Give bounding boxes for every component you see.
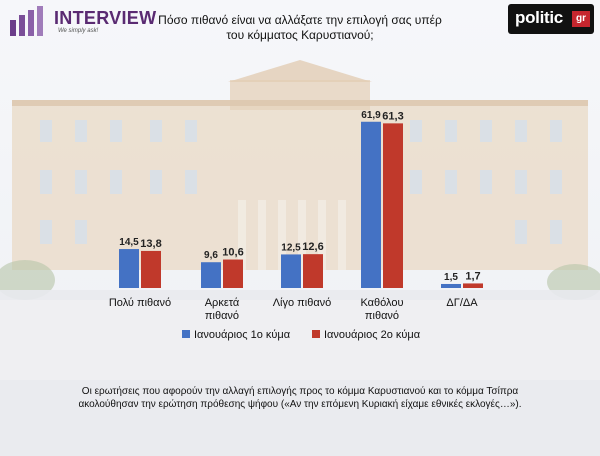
bar-s1-3 — [361, 121, 381, 288]
bar-s2-1 — [223, 259, 243, 288]
bar-s1-1 — [201, 262, 221, 288]
data-label-s1-3: 61,9 — [361, 110, 381, 121]
category-label-3-line2: πιθανό — [365, 310, 399, 322]
interview-tagline: We simply ask! — [58, 28, 99, 34]
politic-brand-name: politic — [515, 8, 563, 27]
data-label-s1-0: 14,5 — [119, 237, 139, 248]
bar-s2-0 — [141, 250, 161, 288]
category-label-0: Πολύ πιθανό — [109, 297, 171, 309]
chart-title: Πόσο πιθανό είναι να αλλάξατε την επιλογ… — [158, 13, 442, 42]
data-label-s1-4: 1,5 — [444, 272, 458, 283]
bar-s2-3 — [383, 123, 403, 288]
legend-label-s1: Ιανουάριος 1ο κύμα — [194, 329, 291, 341]
data-label-s2-3: 61,3 — [382, 110, 403, 122]
footnote: Οι ερωτήσεις που αφορούν την αλλαγή επιλ… — [78, 386, 522, 410]
interview-bars-icon — [10, 6, 43, 36]
bar-s1-0 — [119, 249, 139, 288]
politic-logo: politic gr — [508, 4, 594, 34]
data-label-s2-0: 13,8 — [140, 238, 161, 250]
bar-s1-4 — [441, 283, 461, 288]
category-label-1: Αρκετά — [205, 297, 240, 309]
legend-swatch-s2 — [312, 330, 320, 338]
data-label-s2-4: 1,7 — [465, 270, 480, 282]
bar-s1-2 — [281, 254, 301, 288]
interview-logo: INTERVIEW We simply ask! — [10, 4, 180, 40]
category-label-2: Λίγο πιθανό — [273, 297, 332, 309]
legend-label-s2: Ιανουάριος 2ο κύμα — [324, 329, 421, 341]
data-label-s2-2: 12,6 — [302, 241, 323, 253]
interview-brand-name: INTERVIEW — [54, 8, 157, 28]
data-label-s1-1: 9,6 — [204, 250, 218, 261]
data-label-s1-2: 12,5 — [281, 242, 301, 253]
bar-s2-4 — [463, 283, 483, 288]
category-label-3: Καθόλου — [360, 297, 403, 309]
politic-brand-suffix: gr — [572, 11, 590, 27]
data-label-s2-1: 10,6 — [222, 247, 243, 259]
category-label-1-line2: πιθανό — [205, 310, 239, 322]
category-label-4: ΔΓ/ΔΑ — [446, 297, 478, 309]
legend-swatch-s1 — [182, 330, 190, 338]
bar-s2-2 — [303, 254, 323, 288]
